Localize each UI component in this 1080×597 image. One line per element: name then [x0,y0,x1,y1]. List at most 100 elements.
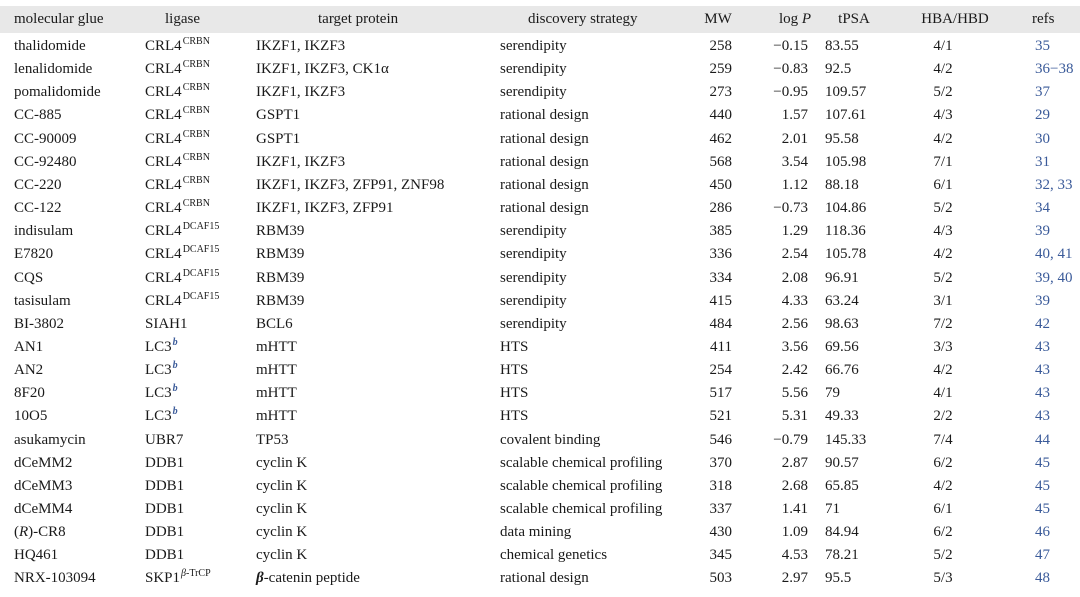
cell-hba-hbd: 4/1 [933,385,953,402]
cell-hba-hbd: 5/2 [933,269,953,286]
ligase-name: SIAH1 [145,315,188,332]
reference-link[interactable]: 47 [1035,547,1050,564]
cell-logp: 2.08 [781,269,808,286]
cell-logp: 2.56 [781,315,808,332]
glue-name: asukamycin [14,431,86,448]
cell-logp: 3.56 [781,338,808,355]
reference-link[interactable]: 42 [1035,315,1050,332]
table-row: HQ461 DDB1 cyclin K chemical genetics 345 4.5… [0,544,1080,567]
glue-name: BI-3802 [14,315,64,332]
table-row: CC-885 CRL4CRBN GSPT1 rational design 440 1.5… [0,104,1080,127]
header-discovery-strategy: discovery strategy [528,11,638,27]
target-name: cyclin K [256,477,308,494]
cell-mw: 370 [709,454,733,471]
glue-name: AN2 [14,362,44,379]
cell-molecular-glue: CC-92480 [14,151,77,174]
cell-tpsa: 71 [825,501,840,517]
reference-link[interactable]: 35 [1035,38,1050,54]
cell-hba-hbd: 3/3 [933,338,953,355]
cell-molecular-glue: CC-90009 [14,128,77,151]
target-name: RBM39 [256,223,305,240]
cell-molecular-glue: BI-3802 [14,313,64,336]
cell-mw: 334 [709,269,733,286]
cell-logp: 2.01 [781,130,808,147]
reference-link[interactable]: 37 [1035,84,1050,101]
cell-ligase: CRL4CRBN [145,104,210,127]
glue-name: 10O5 [14,408,48,425]
reference-link[interactable]: 30 [1035,130,1050,147]
reference-link[interactable]: 45 [1035,477,1050,494]
cell-discovery-strategy: rational design [500,107,589,124]
reference-link[interactable]: 43 [1035,385,1050,402]
ligase-name: CRL4 [145,223,182,240]
glue-name: NRX-103094 [14,570,96,587]
cell-ligase: LC3b [145,359,178,382]
cell-discovery-strategy: covalent binding [500,431,601,448]
cell-ligase: CRL4CRBN [145,174,210,197]
ligase-name: CRL4 [145,292,182,309]
reference-link[interactable]: 39 [1035,292,1050,309]
target-name: mHTT [256,408,297,425]
cell-hba-hbd: 4/2 [933,477,953,494]
reference-link[interactable]: 29 [1035,107,1050,124]
ligase-name: CRL4 [145,107,182,124]
cell-logp: 2.68 [781,477,808,494]
footnote-marker[interactable]: b [172,360,178,372]
target-name: IKZF1, IKZF3, ZFP91, ZNF98 [256,176,445,193]
cell-ligase: CRL4CRBN [145,81,210,104]
ligase-name: DDB1 [145,524,185,541]
reference-link[interactable]: 48 [1035,570,1050,587]
cell-logp: 2.54 [781,246,808,263]
reference-link[interactable]: 39, 40 [1035,269,1073,286]
glue-name: lenalidomide [14,61,93,78]
reference-link[interactable]: 40, 41 [1035,246,1073,263]
footnote-marker[interactable]: b [172,406,178,418]
glue-name: dCeMM2 [14,454,73,471]
footnote-marker[interactable]: b [172,383,178,395]
cell-logp: 5.31 [781,408,808,425]
cell-discovery-strategy: serendipity [500,246,567,263]
cell-discovery-strategy: HTS [500,362,529,379]
reference-link[interactable]: 43 [1035,362,1050,379]
cell-ligase: DDB1 [145,452,184,475]
footnote-marker[interactable]: b [172,336,178,348]
cell-hba-hbd: 2/2 [933,408,953,425]
cell-tpsa: 69.56 [825,338,859,355]
cell-mw: 440 [709,107,733,124]
cell-target-protein: mHTT [256,405,297,428]
reference-link[interactable]: 39 [1035,223,1050,240]
reference-link[interactable]: 34 [1035,200,1050,217]
cell-mw: 484 [709,315,733,332]
cell-target-protein: RBM39 [256,243,304,266]
table-row: E7820 CRL4DCAF15 RBM39 serendipity 336 2.54 10… [0,243,1080,266]
cell-ligase: CRL4CRBN [145,58,210,81]
reference-link[interactable]: 32, 33 [1035,176,1073,193]
ligase-sup: DCAF15 [182,290,220,302]
cell-ligase: CRL4DCAF15 [145,290,219,313]
table-row: thalidomide CRL4CRBN IKZF1, IKZF3 serendipi… [0,35,1080,58]
cell-discovery-strategy: scalable chemical profiling [500,454,663,471]
cell-molecular-glue: tasisulam [14,290,71,313]
cell-mw: 546 [709,431,733,448]
ligase-name: CRL4 [145,176,182,193]
reference-link[interactable]: 45 [1035,454,1050,471]
glue-name: dCeMM4 [14,501,73,517]
reference-link[interactable]: 44 [1035,431,1050,448]
cell-logp: −0.79 [773,431,808,448]
reference-link[interactable]: 46 [1035,524,1050,541]
ligase-sup: CRBN [182,151,210,163]
cell-logp: 1.09 [781,524,808,541]
cell-target-protein: RBM39 [256,220,304,243]
ligase-name: UBR7 [145,431,184,448]
cell-target-protein: cyclin K [256,475,307,498]
reference-link[interactable]: 43 [1035,408,1050,425]
reference-link[interactable]: 43 [1035,338,1050,355]
reference-link[interactable]: 45 [1035,501,1050,517]
ligase-name: CRL4 [145,200,182,217]
glue-name: CQS [14,269,44,286]
reference-link[interactable]: 31 [1035,153,1050,170]
cell-logp: 1.57 [781,107,808,124]
cell-discovery-strategy: serendipity [500,269,567,286]
glue-name: 8F20 [14,385,45,402]
reference-link[interactable]: 36−38 [1035,61,1074,78]
